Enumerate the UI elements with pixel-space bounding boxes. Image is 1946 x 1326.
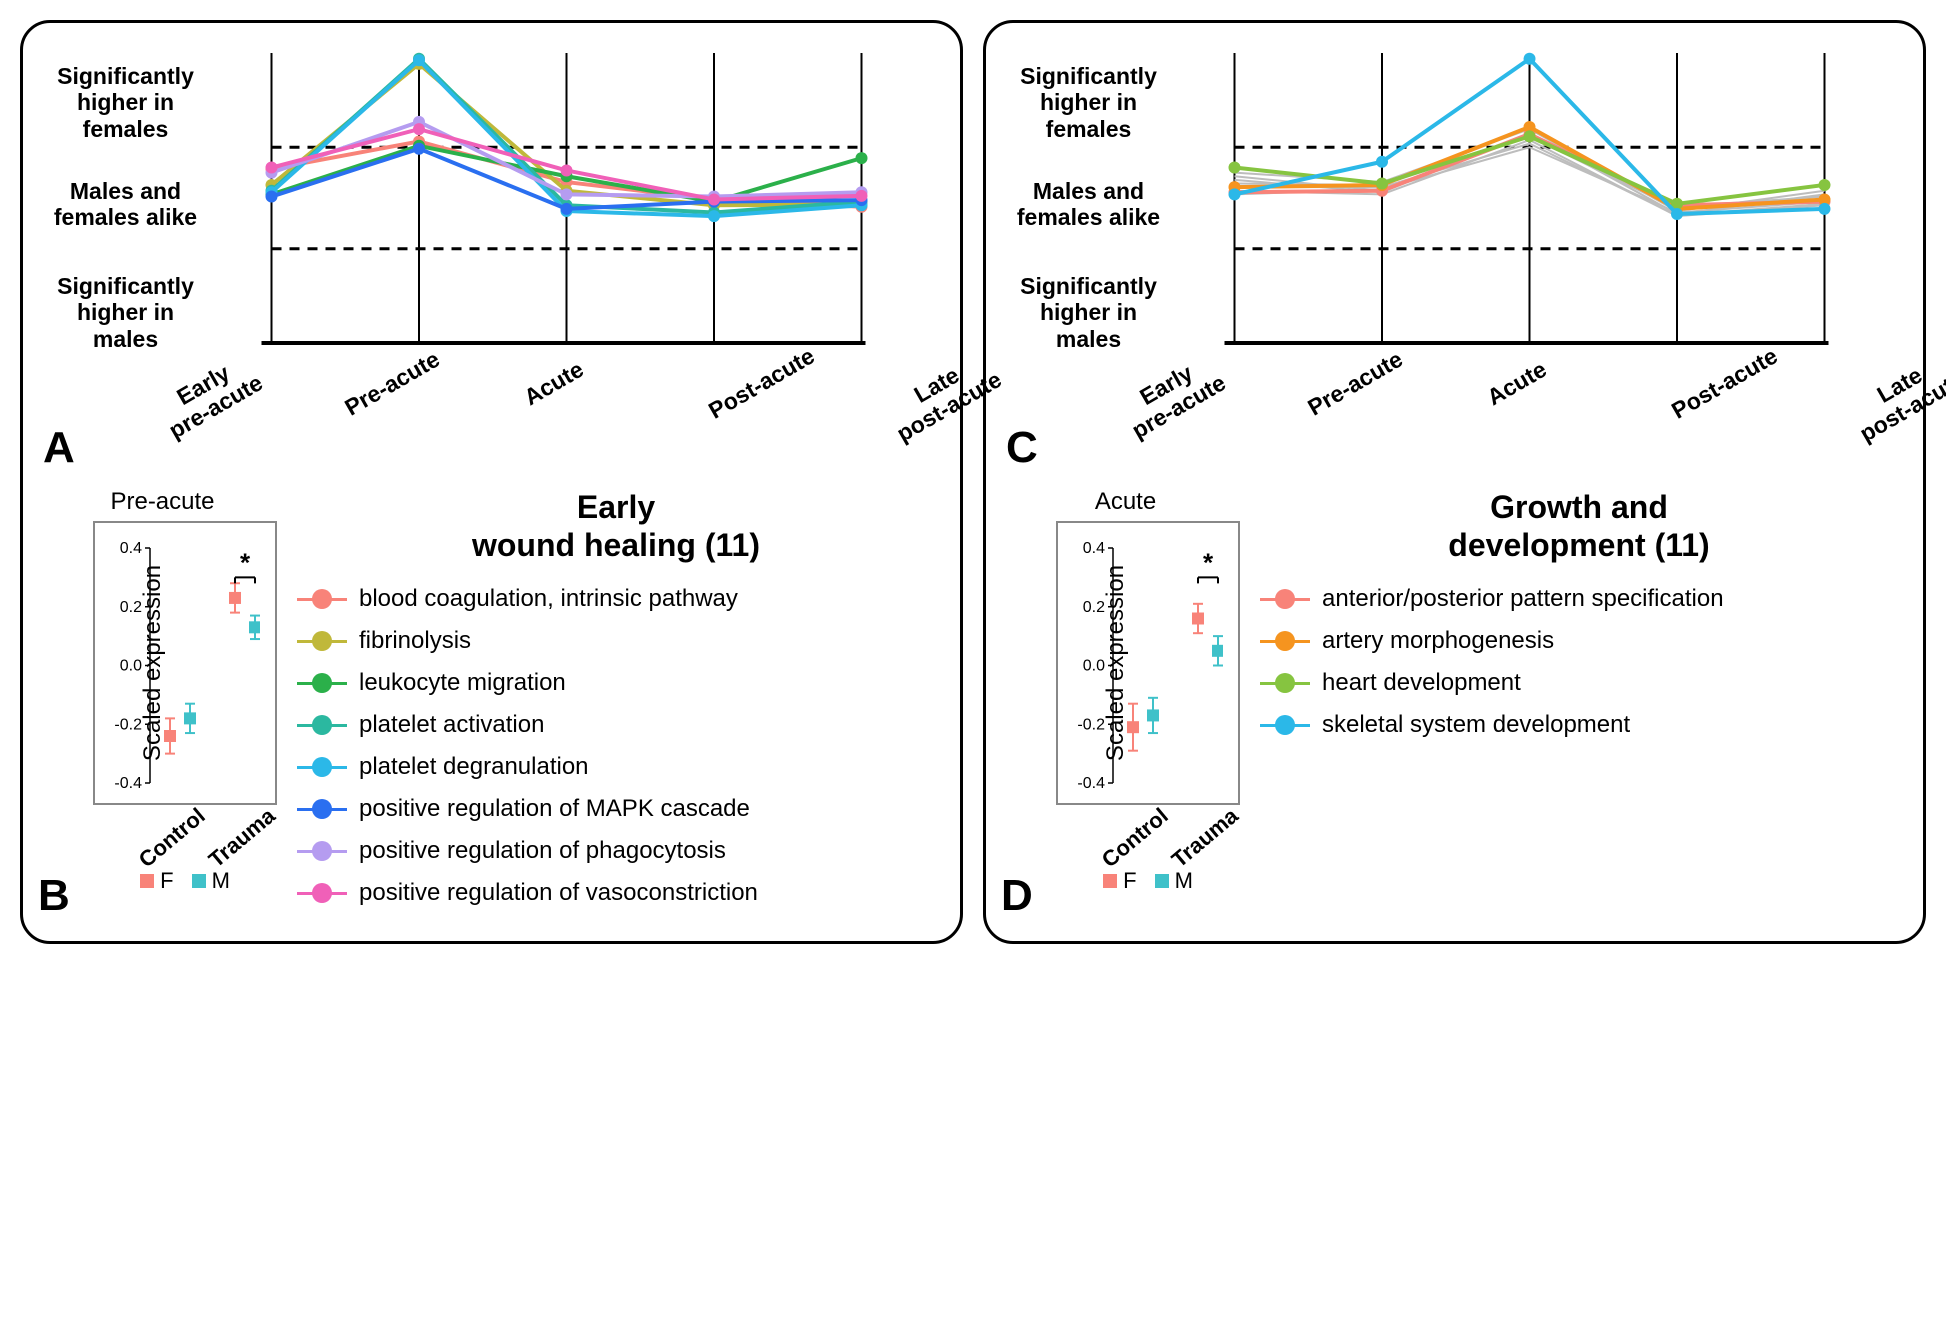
legend-title-B: Earlywound healing (11) [297, 488, 935, 565]
legend-item: platelet activation [297, 711, 935, 739]
legend-item: heart development [1260, 669, 1898, 697]
legend-item: skeletal system development [1260, 711, 1898, 739]
small-ylabel-B: Scaled expression [139, 565, 167, 761]
small-x-label: Control [1097, 803, 1174, 873]
legend-item: artery morphogenesis [1260, 627, 1898, 655]
xlabels-A: Earlypre-acutePre-acuteAcutePost-acuteLa… [208, 353, 935, 418]
legend-title-D: Growth anddevelopment (11) [1260, 488, 1898, 565]
legend-item: fibrinolysis [297, 627, 935, 655]
panel-right: Significantly higher in females Males an… [983, 20, 1926, 944]
fm-legend-D: F M [1056, 868, 1240, 894]
legend-item: anterior/posterior pattern specification [1260, 585, 1898, 613]
svg-text:-0.2: -0.2 [1077, 716, 1105, 733]
legend-B: Earlywound healing (11) blood coagulatio… [297, 488, 935, 921]
svg-text:*: * [1203, 547, 1214, 577]
x-label: Latepost-acute [1843, 345, 1946, 447]
panel-letter-C: C [1006, 423, 1038, 473]
svg-text:-0.2: -0.2 [114, 716, 142, 733]
svg-text:0.4: 0.4 [120, 540, 142, 557]
small-chart-D: Acute Scaled expression -0.4-0.20.00.20.… [1011, 488, 1240, 894]
legend-D: Growth anddevelopment (11) anterior/post… [1260, 488, 1898, 753]
x-label: Earlypre-acute [152, 349, 267, 445]
ylabel-high-males-C: Significantly higher in males [1011, 273, 1166, 352]
x-label: Post-acute [1668, 343, 1782, 424]
legend-item: leukocyte migration [297, 669, 935, 697]
small-chart-B: Pre-acute Scaled expression -0.4-0.20.00… [48, 488, 277, 894]
small-x-label: Control [134, 803, 211, 873]
small-x-label: Trauma [204, 803, 281, 873]
panel-letter-A: A [43, 423, 75, 473]
x-label: Acute [1482, 357, 1550, 411]
linechart-C: Significantly higher in females Males an… [1011, 43, 1898, 353]
x-label: Earlypre-acute [1115, 349, 1230, 445]
small-title-B: Pre-acute [48, 488, 277, 516]
fm-legend-B: F M [93, 868, 277, 894]
svg-text:-0.4: -0.4 [1077, 775, 1105, 792]
legend-item: positive regulation of phagocytosis [297, 837, 935, 865]
panel-letter-B: B [38, 871, 70, 921]
svg-text:0.4: 0.4 [1083, 540, 1105, 557]
x-label: Pre-acute [340, 346, 443, 420]
xlabels-C: Earlypre-acutePre-acuteAcutePost-acuteLa… [1171, 353, 1898, 418]
ylabel-high-males: Significantly higher in males [48, 273, 203, 352]
legend-item: platelet degranulation [297, 753, 935, 781]
linechart-A: Significantly higher in females Males an… [48, 43, 935, 353]
small-title-D: Acute [1011, 488, 1240, 516]
legend-item: positive regulation of vasoconstriction [297, 879, 935, 907]
ylabel-high-females: Significantly higher in females [48, 63, 203, 142]
x-label: Post-acute [705, 343, 819, 424]
x-label: Acute [519, 357, 587, 411]
ylabel-alike-C: Males and females alike [1011, 178, 1166, 231]
small-ylabel-D: Scaled expression [1102, 565, 1130, 761]
small-x-label: Trauma [1167, 803, 1244, 873]
svg-text:-0.4: -0.4 [114, 775, 142, 792]
x-label: Pre-acute [1303, 346, 1406, 420]
panel-letter-D: D [1001, 871, 1033, 921]
legend-item: positive regulation of MAPK cascade [297, 795, 935, 823]
ylabel-alike: Males and females alike [48, 178, 203, 231]
ylabel-high-females-C: Significantly higher in females [1011, 63, 1166, 142]
svg-text:*: * [240, 547, 251, 577]
legend-item: blood coagulation, intrinsic pathway [297, 585, 935, 613]
panel-left: Significantly higher in females Males an… [20, 20, 963, 944]
